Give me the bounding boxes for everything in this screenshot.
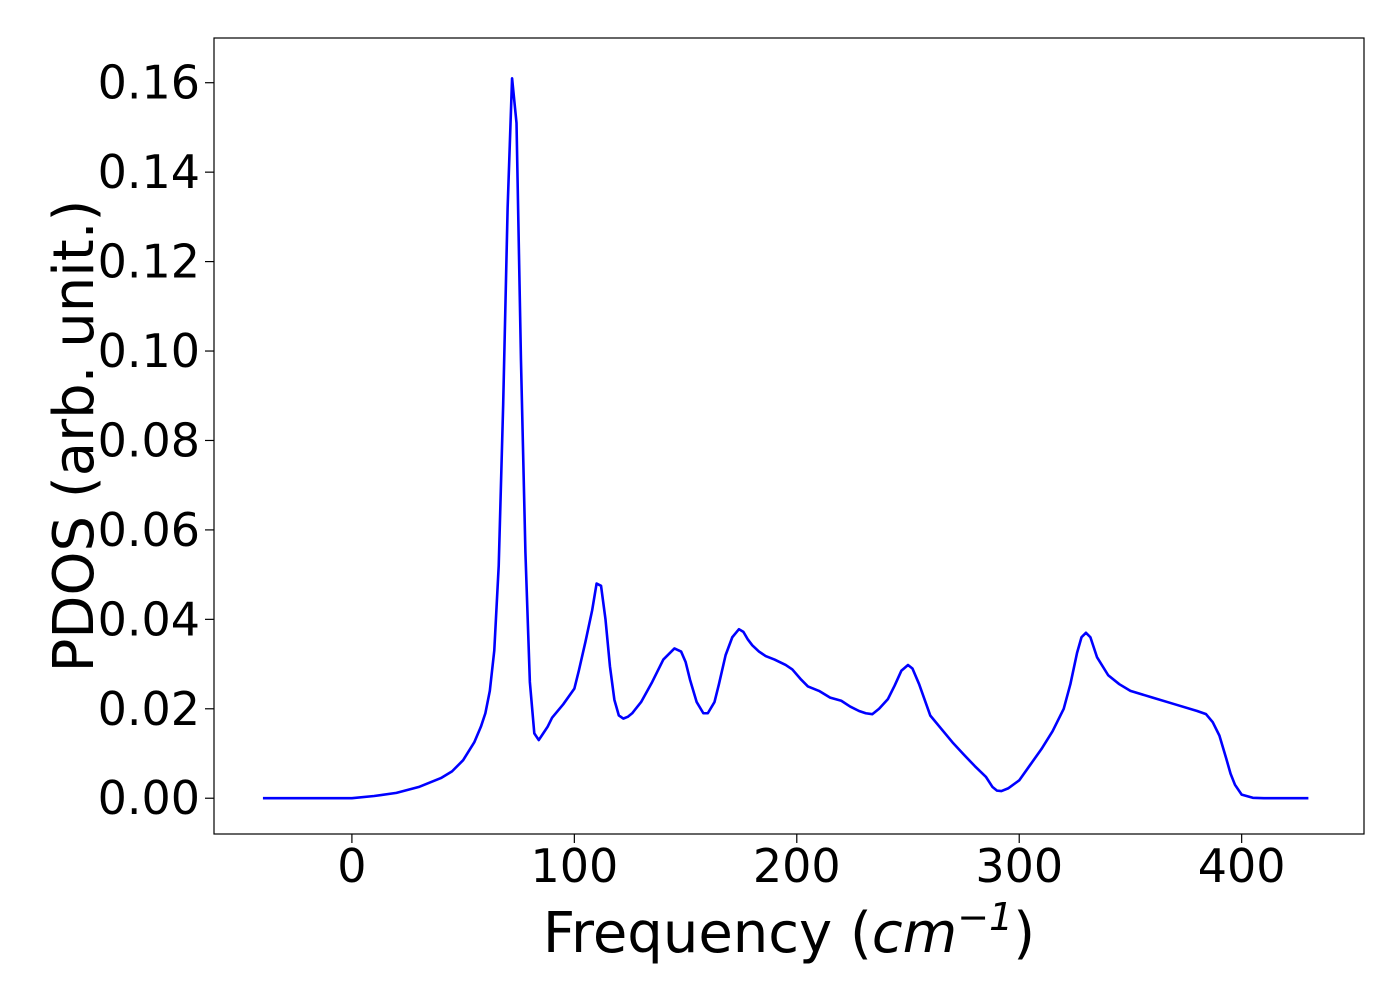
x-tick-label: 200 bbox=[753, 839, 841, 893]
x-axis-label-unit-exponent: −1 bbox=[957, 895, 1013, 939]
x-tick-label: 300 bbox=[975, 839, 1063, 893]
y-tick-label: 0.06 bbox=[98, 503, 200, 557]
x-tick-label: 100 bbox=[530, 839, 618, 893]
y-tick-label: 0.08 bbox=[98, 413, 200, 467]
plot-area-frame bbox=[213, 37, 1365, 835]
x-axis-ticks: 0 100 200 300 400 bbox=[337, 834, 1286, 893]
y-tick-label: 0.04 bbox=[98, 592, 200, 646]
x-axis-label-text: Frequency bbox=[543, 901, 832, 966]
pdos-series-line bbox=[262, 76, 1309, 800]
x-axis-label-unit-close: ) bbox=[1013, 901, 1035, 966]
y-tick-label: 0.14 bbox=[98, 145, 200, 199]
x-tick-label: 0 bbox=[337, 839, 366, 893]
x-axis-label-unit-open: ( bbox=[850, 901, 872, 966]
y-tick-label: 0.16 bbox=[98, 56, 200, 110]
y-tick-label: 0.10 bbox=[98, 324, 200, 378]
y-tick-label: 0.02 bbox=[98, 682, 200, 736]
y-axis-label: PDOS (arb. unit.) bbox=[42, 200, 107, 673]
x-axis-label-unit-base: cm bbox=[872, 901, 957, 966]
y-tick-label: 0.00 bbox=[98, 771, 200, 825]
series-layer bbox=[262, 76, 1309, 800]
x-axis-label: Frequency (cm−1) bbox=[543, 895, 1035, 966]
x-tick-label: 400 bbox=[1198, 839, 1286, 893]
y-tick-label: 0.12 bbox=[98, 235, 200, 289]
y-axis-ticks: 0.00 0.02 0.04 0.06 0.08 0.10 0.12 0.14 0.16 bbox=[98, 56, 214, 825]
